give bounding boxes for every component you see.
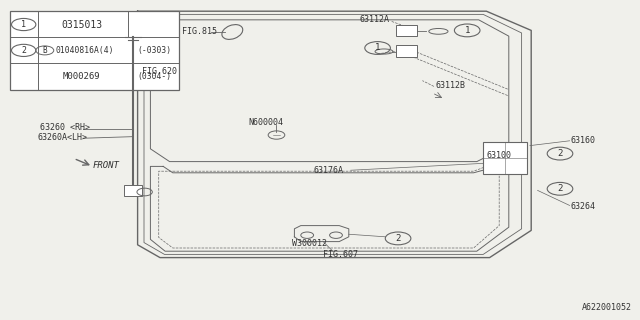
FancyBboxPatch shape [396, 25, 417, 36]
Text: A622001052: A622001052 [582, 303, 632, 312]
Text: W300012: W300012 [292, 239, 328, 248]
Text: 01040816A(4): 01040816A(4) [56, 46, 115, 55]
Text: 0315013: 0315013 [61, 20, 102, 29]
Text: FIG.607: FIG.607 [323, 250, 358, 259]
Text: 1: 1 [21, 20, 26, 29]
Text: 2: 2 [557, 184, 563, 193]
FancyBboxPatch shape [10, 11, 179, 90]
Text: 2: 2 [557, 149, 563, 158]
FancyBboxPatch shape [483, 142, 527, 174]
Text: N600004: N600004 [248, 118, 284, 127]
Text: 63176A: 63176A [314, 166, 344, 175]
Text: 2: 2 [21, 46, 26, 55]
FancyBboxPatch shape [124, 185, 142, 196]
Text: FIG.620: FIG.620 [142, 67, 177, 76]
Text: M000269: M000269 [63, 72, 100, 81]
Text: 2: 2 [396, 234, 401, 243]
Text: 63260A<LH>: 63260A<LH> [37, 133, 87, 142]
Text: 1: 1 [465, 26, 470, 35]
Text: B: B [42, 46, 47, 55]
Text: FRONT: FRONT [93, 161, 120, 170]
Text: 1: 1 [375, 44, 380, 52]
Text: 63160: 63160 [571, 136, 596, 145]
Text: FIG.815: FIG.815 [182, 28, 218, 36]
Text: 63112B: 63112B [435, 81, 465, 90]
Text: 63260 <RH>: 63260 <RH> [40, 124, 90, 132]
Text: 63112A: 63112A [360, 15, 390, 24]
Text: (-0303): (-0303) [137, 46, 172, 55]
FancyBboxPatch shape [396, 45, 417, 57]
Text: 63264: 63264 [571, 202, 596, 211]
Text: (0304-): (0304-) [137, 72, 172, 81]
Text: 63100: 63100 [486, 151, 511, 160]
